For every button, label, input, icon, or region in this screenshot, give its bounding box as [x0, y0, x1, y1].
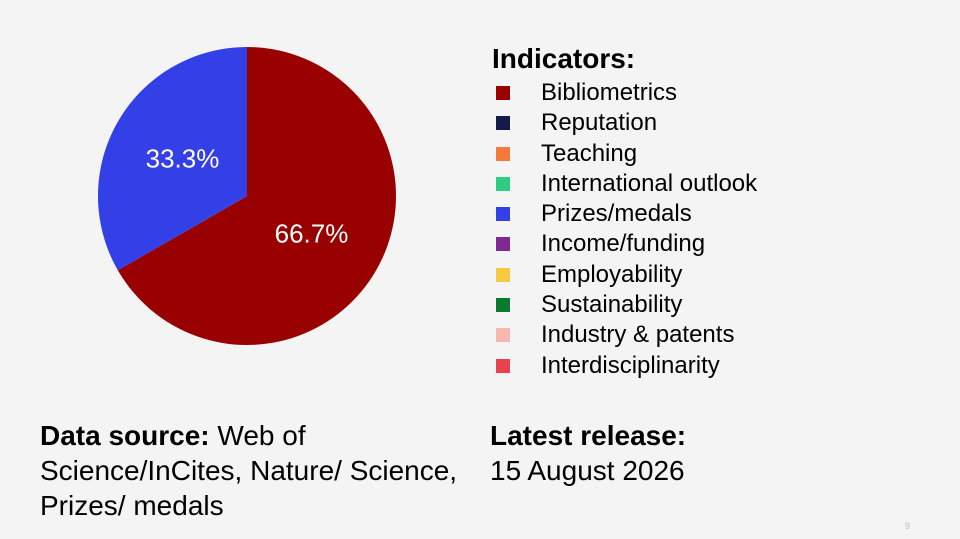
- legend-label: Sustainability: [541, 291, 683, 319]
- legend-swatch: [496, 86, 510, 100]
- legend-title: Indicators:: [492, 43, 636, 74]
- legend-label: Prizes/medals: [541, 200, 692, 228]
- legend-label: Reputation: [541, 109, 658, 137]
- pie-slice-label: 66.7%: [275, 218, 349, 248]
- legend-item: Bibliometrics: [492, 78, 757, 108]
- data-source-text: Web of Science/InCites, Nature/ Science,…: [40, 420, 458, 521]
- legend-label: International outlook: [541, 169, 758, 197]
- pie-slice-label: 33.3%: [146, 144, 220, 174]
- legend-item: Teaching: [492, 139, 757, 169]
- pie-slice: [117, 47, 396, 345]
- legend-swatch: [496, 116, 510, 131]
- legend-swatch: [496, 298, 510, 313]
- legend-item: Interdisciplinarity: [492, 351, 757, 381]
- legend-label: Industry & patents: [541, 321, 735, 349]
- legend-swatch: [496, 267, 510, 282]
- legend-item: Reputation: [492, 108, 757, 138]
- legend-swatch: [496, 207, 510, 222]
- legend-item: Employability: [492, 260, 757, 290]
- legend-label: Income/funding: [541, 230, 706, 258]
- legend-label: Bibliometrics: [541, 79, 678, 106]
- legend-list: Bibliometrics Reputation Teaching Internati…: [492, 78, 757, 381]
- legend-swatch: [496, 146, 510, 161]
- legend-swatch: [496, 176, 510, 191]
- legend: Indicators: Bibliometrics Reputation Teach…: [492, 40, 757, 381]
- latest-release-date: 15 August 2026: [490, 455, 685, 486]
- latest-release-label: Latest release:: [490, 420, 687, 451]
- legend-label: Employability: [541, 260, 683, 288]
- slide-number: 9: [904, 521, 910, 531]
- legend-label: Interdisciplinarity: [541, 351, 720, 379]
- legend-swatch: [496, 237, 510, 252]
- data-source: Data source: Web of Science/InCites, Nat…: [40, 418, 460, 523]
- legend-item: International outlook: [492, 169, 757, 199]
- legend-item: Industry & patents: [492, 320, 757, 350]
- legend-swatch: [496, 358, 510, 373]
- data-source-label: Data source:: [40, 420, 210, 451]
- legend-item: Income/funding: [492, 229, 757, 259]
- legend-item: Prizes/medals: [492, 199, 757, 229]
- pie-chart: 66.7% 33.3%: [97, 47, 396, 345]
- legend-swatch: [496, 328, 510, 343]
- legend-label: Teaching: [541, 139, 638, 167]
- pie-slice: [97, 47, 247, 271]
- legend-item: Sustainability: [492, 290, 757, 320]
- latest-release: Latest release: 15 August 2026: [490, 418, 686, 488]
